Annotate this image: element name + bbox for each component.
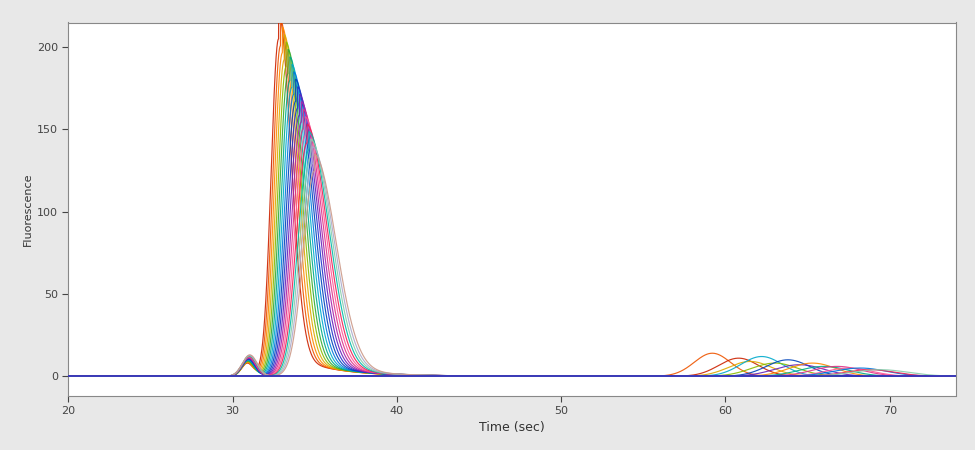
Y-axis label: Fluorescence: Fluorescence [22,172,32,246]
X-axis label: Time (sec): Time (sec) [479,421,545,434]
